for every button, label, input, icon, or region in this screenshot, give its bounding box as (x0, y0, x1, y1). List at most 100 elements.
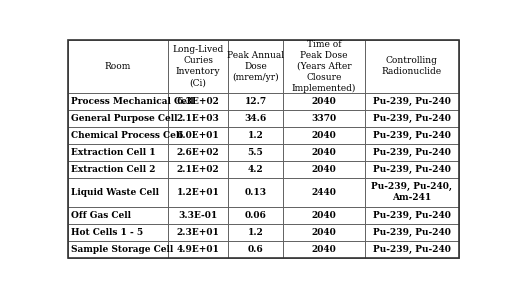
Bar (365, 127, 458, 144)
Bar (228, 241, 283, 258)
Bar (68, 144, 168, 161)
Text: 4.9E+01: 4.9E+01 (177, 245, 219, 254)
Bar (228, 110, 283, 127)
Text: Process Mechanical Cell: Process Mechanical Cell (71, 97, 194, 106)
Bar (228, 127, 283, 144)
Bar (68, 110, 168, 127)
Text: 2040: 2040 (311, 148, 336, 157)
Bar (365, 144, 458, 161)
Text: Pu-239, Pu-240: Pu-239, Pu-240 (373, 131, 451, 140)
Text: Chemical Process Cell: Chemical Process Cell (71, 131, 183, 140)
Text: Off Gas Cell: Off Gas Cell (71, 211, 132, 220)
Bar (283, 224, 365, 241)
Text: Hot Cells 1 - 5: Hot Cells 1 - 5 (71, 228, 143, 237)
Text: Pu-239, Pu-240: Pu-239, Pu-240 (373, 148, 451, 157)
Bar (168, 224, 228, 241)
Bar (168, 39, 228, 93)
Text: 6.0E+01: 6.0E+01 (177, 131, 219, 140)
Text: 0.13: 0.13 (245, 188, 267, 197)
Text: Pu-239, Pu-240: Pu-239, Pu-240 (373, 245, 451, 254)
Text: 2.1E+02: 2.1E+02 (177, 165, 219, 174)
Text: 5.5: 5.5 (248, 148, 264, 157)
Text: 6.3E+02: 6.3E+02 (177, 97, 219, 106)
Text: Controlling
Radionuclide: Controlling Radionuclide (382, 56, 442, 76)
Text: Pu-239, Pu-240: Pu-239, Pu-240 (373, 211, 451, 220)
Bar (365, 207, 458, 224)
Text: 2.1E+03: 2.1E+03 (177, 114, 219, 123)
Text: Extraction Cell 2: Extraction Cell 2 (71, 165, 156, 174)
Text: Sample Storage Cell: Sample Storage Cell (71, 245, 174, 254)
Text: 2040: 2040 (311, 131, 336, 140)
Text: 2040: 2040 (311, 165, 336, 174)
Text: 2.3E+01: 2.3E+01 (177, 228, 219, 237)
Bar (283, 93, 365, 110)
Bar (283, 161, 365, 178)
Bar (228, 224, 283, 241)
Text: Room: Room (105, 62, 131, 71)
Text: 0.6: 0.6 (248, 245, 264, 254)
Bar (168, 127, 228, 144)
Text: Time of
Peak Dose
(Years After
Closure
Implemented): Time of Peak Dose (Years After Closure I… (292, 39, 356, 93)
Text: 2040: 2040 (311, 211, 336, 220)
Bar (168, 241, 228, 258)
Bar (228, 207, 283, 224)
Text: Peak Annual
Dose
(mrem/yr): Peak Annual Dose (mrem/yr) (227, 51, 284, 82)
Text: General Purpose Cell: General Purpose Cell (71, 114, 178, 123)
Bar (68, 127, 168, 144)
Bar (283, 127, 365, 144)
Text: 34.6: 34.6 (245, 114, 267, 123)
Bar (365, 241, 458, 258)
Bar (68, 161, 168, 178)
Bar (283, 110, 365, 127)
Bar (168, 110, 228, 127)
Bar (365, 224, 458, 241)
Bar (228, 178, 283, 207)
Text: 3370: 3370 (311, 114, 337, 123)
Bar (365, 178, 458, 207)
Text: 2.6E+02: 2.6E+02 (177, 148, 219, 157)
Bar (68, 207, 168, 224)
Bar (68, 39, 168, 93)
Text: 2040: 2040 (311, 245, 336, 254)
Bar (365, 161, 458, 178)
Bar (228, 39, 283, 93)
Text: 1.2: 1.2 (248, 228, 264, 237)
Text: Pu-239, Pu-240,
Am-241: Pu-239, Pu-240, Am-241 (371, 182, 452, 202)
Bar (168, 93, 228, 110)
Bar (168, 144, 228, 161)
Bar (365, 39, 458, 93)
Text: 2040: 2040 (311, 228, 336, 237)
Text: Liquid Waste Cell: Liquid Waste Cell (71, 188, 159, 197)
Text: 3.3E-01: 3.3E-01 (178, 211, 217, 220)
Text: 0.06: 0.06 (245, 211, 267, 220)
Bar (68, 178, 168, 207)
Bar (283, 144, 365, 161)
Bar (365, 93, 458, 110)
Text: Pu-239, Pu-240: Pu-239, Pu-240 (373, 97, 451, 106)
Bar (228, 144, 283, 161)
Text: 2440: 2440 (311, 188, 336, 197)
Bar (228, 161, 283, 178)
Bar (168, 207, 228, 224)
Bar (68, 241, 168, 258)
Bar (68, 93, 168, 110)
Text: 1.2: 1.2 (248, 131, 264, 140)
Bar (168, 161, 228, 178)
Text: Pu-239, Pu-240: Pu-239, Pu-240 (373, 114, 451, 123)
Bar (283, 39, 365, 93)
Bar (228, 93, 283, 110)
Text: 1.2E+01: 1.2E+01 (177, 188, 219, 197)
Text: Extraction Cell 1: Extraction Cell 1 (71, 148, 156, 157)
Text: 12.7: 12.7 (245, 97, 267, 106)
Bar (365, 110, 458, 127)
Bar (68, 224, 168, 241)
Bar (283, 241, 365, 258)
Text: Pu-239, Pu-240: Pu-239, Pu-240 (373, 165, 451, 174)
Text: 2040: 2040 (311, 97, 336, 106)
Bar (283, 178, 365, 207)
Bar (283, 207, 365, 224)
Bar (168, 178, 228, 207)
Text: 4.2: 4.2 (248, 165, 264, 174)
Text: Long-Lived
Curies
Inventory
(Ci): Long-Lived Curies Inventory (Ci) (172, 45, 224, 87)
Text: Pu-239, Pu-240: Pu-239, Pu-240 (373, 228, 451, 237)
